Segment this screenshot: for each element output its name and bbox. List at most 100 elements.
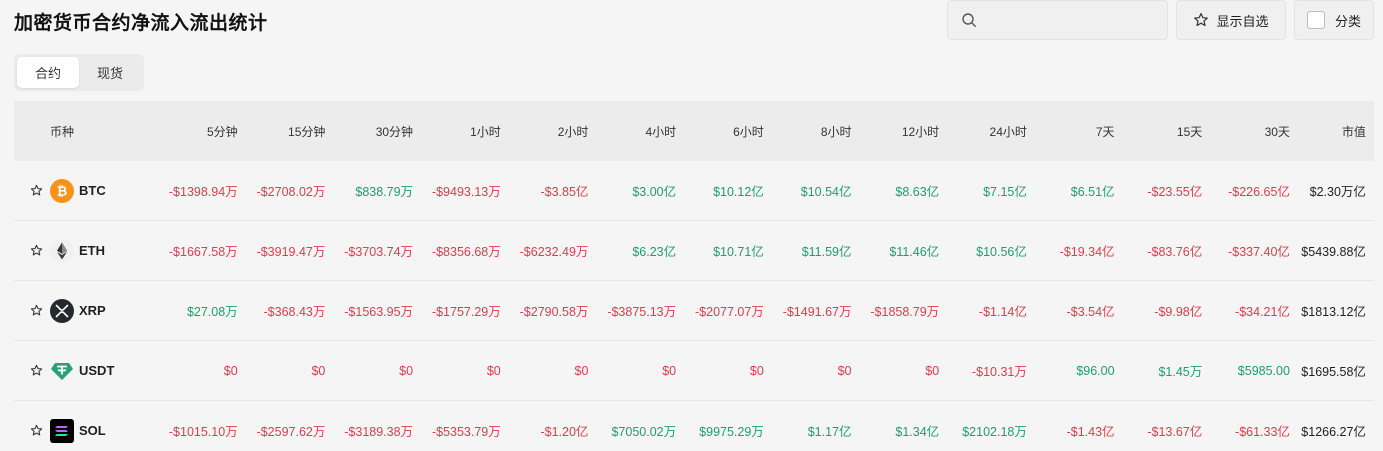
market-cap-value: $5439.88亿 — [1301, 245, 1366, 259]
flow-value: $5985.00 — [1237, 363, 1290, 378]
column-header[interactable]: 24小时 — [989, 124, 1027, 139]
category-checkbox[interactable] — [1306, 11, 1325, 29]
flow-value: $7050.02万 — [611, 425, 677, 439]
flow-value: -$2708.02万 — [256, 185, 326, 199]
coin-cell: ETH — [14, 238, 150, 263]
flow-value: $838.79万 — [355, 185, 414, 199]
table-row[interactable]: XRP $27.08万 -$368.43万 -$1563.95万 -$1757.29万 -… — [14, 281, 1374, 341]
show-favorites-button[interactable]: 显示自选 — [1176, 0, 1286, 40]
flow-value: -$1491.67万 — [782, 305, 852, 319]
column-header[interactable]: 15分钟 — [288, 124, 326, 139]
category-label: 分类 — [1334, 13, 1361, 29]
flow-value: -$1858.79万 — [870, 305, 940, 319]
coin-symbol[interactable]: USDT — [79, 363, 115, 378]
flow-value: -$3703.74万 — [344, 245, 414, 259]
flow-value: $0 — [925, 363, 940, 378]
flow-value: $0 — [399, 363, 414, 378]
flow-value: -$34.21亿 — [1235, 305, 1290, 319]
search-box[interactable] — [947, 0, 1168, 40]
column-header[interactable]: 1小时 — [470, 124, 501, 139]
flow-value: -$23.55亿 — [1147, 185, 1203, 199]
market-cap-value: $1813.12亿 — [1301, 305, 1366, 319]
flow-value: -$1563.95万 — [344, 305, 414, 319]
favorite-star-icon[interactable] — [30, 304, 43, 317]
flow-value: $10.56亿 — [976, 245, 1027, 259]
flow-value: $10.12亿 — [713, 185, 764, 199]
svg-text:₿: ₿ — [57, 183, 68, 198]
flow-value: -$19.34亿 — [1059, 245, 1115, 259]
flow-value: $1.17亿 — [807, 425, 852, 439]
column-header[interactable]: 8小时 — [820, 124, 852, 139]
flow-value: -$3.54亿 — [1066, 305, 1115, 319]
search-input[interactable] — [986, 9, 1156, 31]
column-header[interactable]: 市值 — [1341, 124, 1366, 139]
flow-value: $6.51亿 — [1070, 185, 1115, 199]
flow-value: -$2077.07万 — [695, 305, 764, 319]
xrp-icon — [50, 298, 74, 323]
flow-value: $1.34亿 — [895, 425, 940, 439]
table-row[interactable]: ETH -$1667.58万 -$3919.47万 -$3703.74万 -$8356.… — [14, 221, 1374, 281]
flow-value: -$3.85亿 — [540, 185, 589, 199]
coin-symbol[interactable]: BTC — [79, 183, 106, 198]
coin-cell: SOL — [14, 418, 150, 443]
table-row[interactable]: SOL -$1015.10万 -$2597.62万 -$3189.38万 -$5353.… — [14, 401, 1374, 451]
favorite-star-icon[interactable] — [30, 364, 43, 377]
star-outline-icon — [1194, 13, 1209, 27]
column-header[interactable]: 7天 — [1095, 124, 1115, 139]
flow-value: $0 — [662, 363, 677, 378]
market-cap-value: $1266.27亿 — [1301, 425, 1366, 439]
tether-icon — [50, 359, 74, 383]
flow-value: -$1667.58万 — [168, 245, 238, 259]
table-row[interactable]: USDT $0 $0 $0 $0 $0 $0 $0 $0 $0 -$10.31万 $96.00 $1.4… — [14, 341, 1374, 401]
tab-contract[interactable]: 合约 — [17, 57, 79, 88]
flow-value: -$337.40亿 — [1228, 245, 1290, 259]
category-toggle[interactable]: 分类 — [1294, 0, 1374, 40]
flow-value: -$1.43亿 — [1066, 425, 1115, 439]
flow-value: -$226.65亿 — [1228, 185, 1290, 199]
solana-icon — [50, 418, 74, 443]
table-header: 币种 5分钟 15分钟 30分钟 1小时 2小时 4小时 6小时 8小时 12小时 24小时 7天 15… — [14, 101, 1374, 161]
flow-value: -$5353.79万 — [431, 425, 501, 439]
favorite-star-icon[interactable] — [30, 184, 43, 197]
coin-symbol[interactable]: ETH — [79, 243, 105, 258]
flow-value: $2102.18万 — [962, 425, 1027, 439]
flow-value: $0 — [311, 363, 326, 378]
flow-value: -$3919.47万 — [256, 245, 326, 259]
flow-value: $3.00亿 — [632, 185, 677, 199]
coin-symbol[interactable]: XRP — [79, 303, 106, 318]
flow-value: -$10.31万 — [971, 365, 1027, 379]
column-header[interactable]: 30分钟 — [375, 124, 414, 139]
market-type-tabs: 合约 现货 — [14, 54, 144, 91]
flow-value: $11.59亿 — [801, 245, 852, 259]
flow-value: $96.00 — [1076, 363, 1115, 378]
column-header[interactable]: 5分钟 — [207, 124, 238, 139]
column-header[interactable]: 15天 — [1176, 124, 1203, 139]
flow-value: -$2790.58万 — [519, 305, 589, 319]
flow-value: $9975.29万 — [699, 425, 764, 439]
column-header[interactable]: 4小时 — [645, 124, 677, 139]
ethereum-icon — [50, 238, 74, 263]
favorite-star-icon[interactable] — [30, 244, 43, 257]
flow-value: -$61.33亿 — [1235, 425, 1290, 439]
page-title: 加密货币合约净流入流出统计 — [14, 13, 268, 34]
column-header[interactable]: 30天 — [1264, 124, 1290, 139]
flow-value: -$13.67亿 — [1147, 425, 1203, 439]
coin-symbol[interactable]: SOL — [79, 423, 106, 438]
flow-value: -$6232.49万 — [519, 245, 589, 259]
column-header[interactable]: 12小时 — [901, 124, 940, 139]
tab-spot[interactable]: 现货 — [96, 66, 123, 81]
flow-value: -$3875.13万 — [607, 305, 677, 319]
coin-cell: XRP — [14, 298, 150, 323]
market-cap-value: $1695.58亿 — [1301, 365, 1366, 379]
table-row[interactable]: ₿ BTC -$1398.94万 -$2708.02万 $838.79万 -$9493.1… — [14, 161, 1374, 221]
column-header[interactable]: 币种 — [50, 124, 75, 139]
column-header[interactable]: 6小时 — [733, 124, 764, 139]
coin-cell: ₿ BTC — [14, 178, 150, 203]
flow-value: $27.08万 — [186, 305, 238, 319]
column-header[interactable]: 2小时 — [557, 124, 589, 139]
flow-value: -$1.20亿 — [540, 425, 589, 439]
flow-value: -$1.14亿 — [978, 305, 1027, 319]
flow-value: -$1398.94万 — [168, 185, 238, 199]
flow-table: 币种 5分钟 15分钟 30分钟 1小时 2小时 4小时 6小时 8小时 12小时 24小时 7天 15… — [14, 101, 1374, 451]
favorite-star-icon[interactable] — [30, 424, 43, 437]
